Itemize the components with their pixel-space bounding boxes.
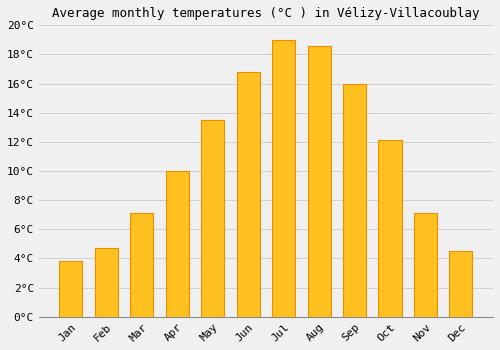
Bar: [308, 46, 330, 317]
Bar: [201, 120, 224, 317]
Bar: [130, 213, 154, 317]
Bar: [450, 251, 472, 317]
Bar: [236, 72, 260, 317]
Bar: [414, 213, 437, 317]
Bar: [378, 140, 402, 317]
Title: Average monthly temperatures (°C ) in Vélizy-Villacoublay: Average monthly temperatures (°C ) in Vé…: [52, 7, 480, 20]
Bar: [343, 84, 366, 317]
Bar: [272, 40, 295, 317]
Bar: [60, 261, 82, 317]
Bar: [95, 248, 118, 317]
Bar: [166, 171, 189, 317]
